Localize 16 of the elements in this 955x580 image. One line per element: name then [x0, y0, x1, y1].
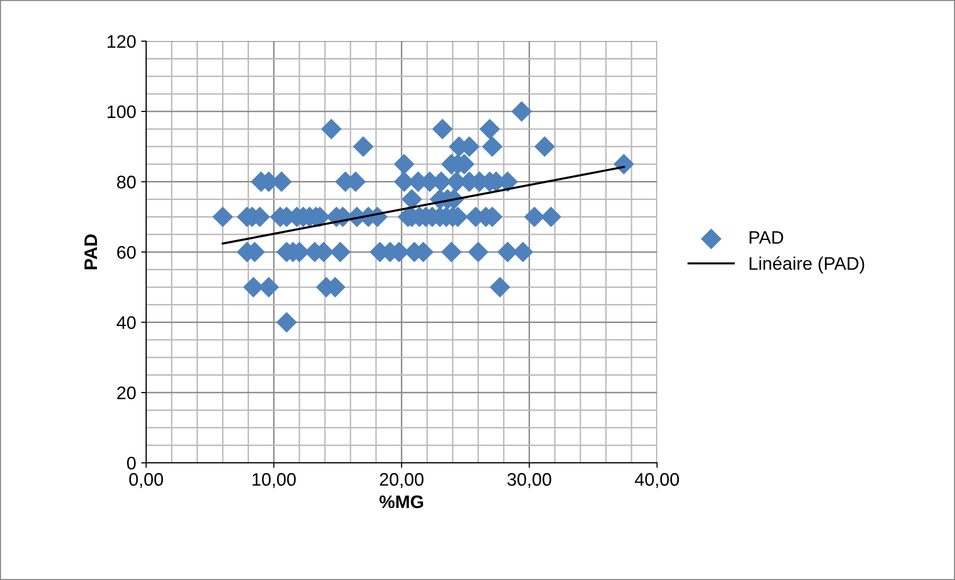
x-tick-label: 10,00 — [252, 473, 296, 488]
x-tick-label: 30,00 — [507, 473, 552, 488]
x-tick-label: 40,00 — [634, 473, 679, 488]
y-tick-label: 60 — [117, 246, 136, 259]
y-tick-label: 0 — [127, 456, 136, 470]
y-tick-label: 120 — [108, 35, 136, 48]
y-tick-label: 100 — [108, 105, 136, 118]
x-tick-label: 0,00 — [129, 473, 163, 488]
y-axis-title: PAD — [84, 234, 97, 270]
legend-label: Linéaire (PAD) — [750, 256, 864, 274]
y-tick-label: 80 — [117, 176, 136, 188]
x-axis-title: %MG — [379, 495, 424, 508]
x-tick-label: 20,00 — [380, 473, 424, 488]
y-tick-label: 20 — [117, 386, 136, 400]
y-tick-label: 40 — [116, 316, 136, 330]
legend-label: PAD — [750, 231, 784, 244]
